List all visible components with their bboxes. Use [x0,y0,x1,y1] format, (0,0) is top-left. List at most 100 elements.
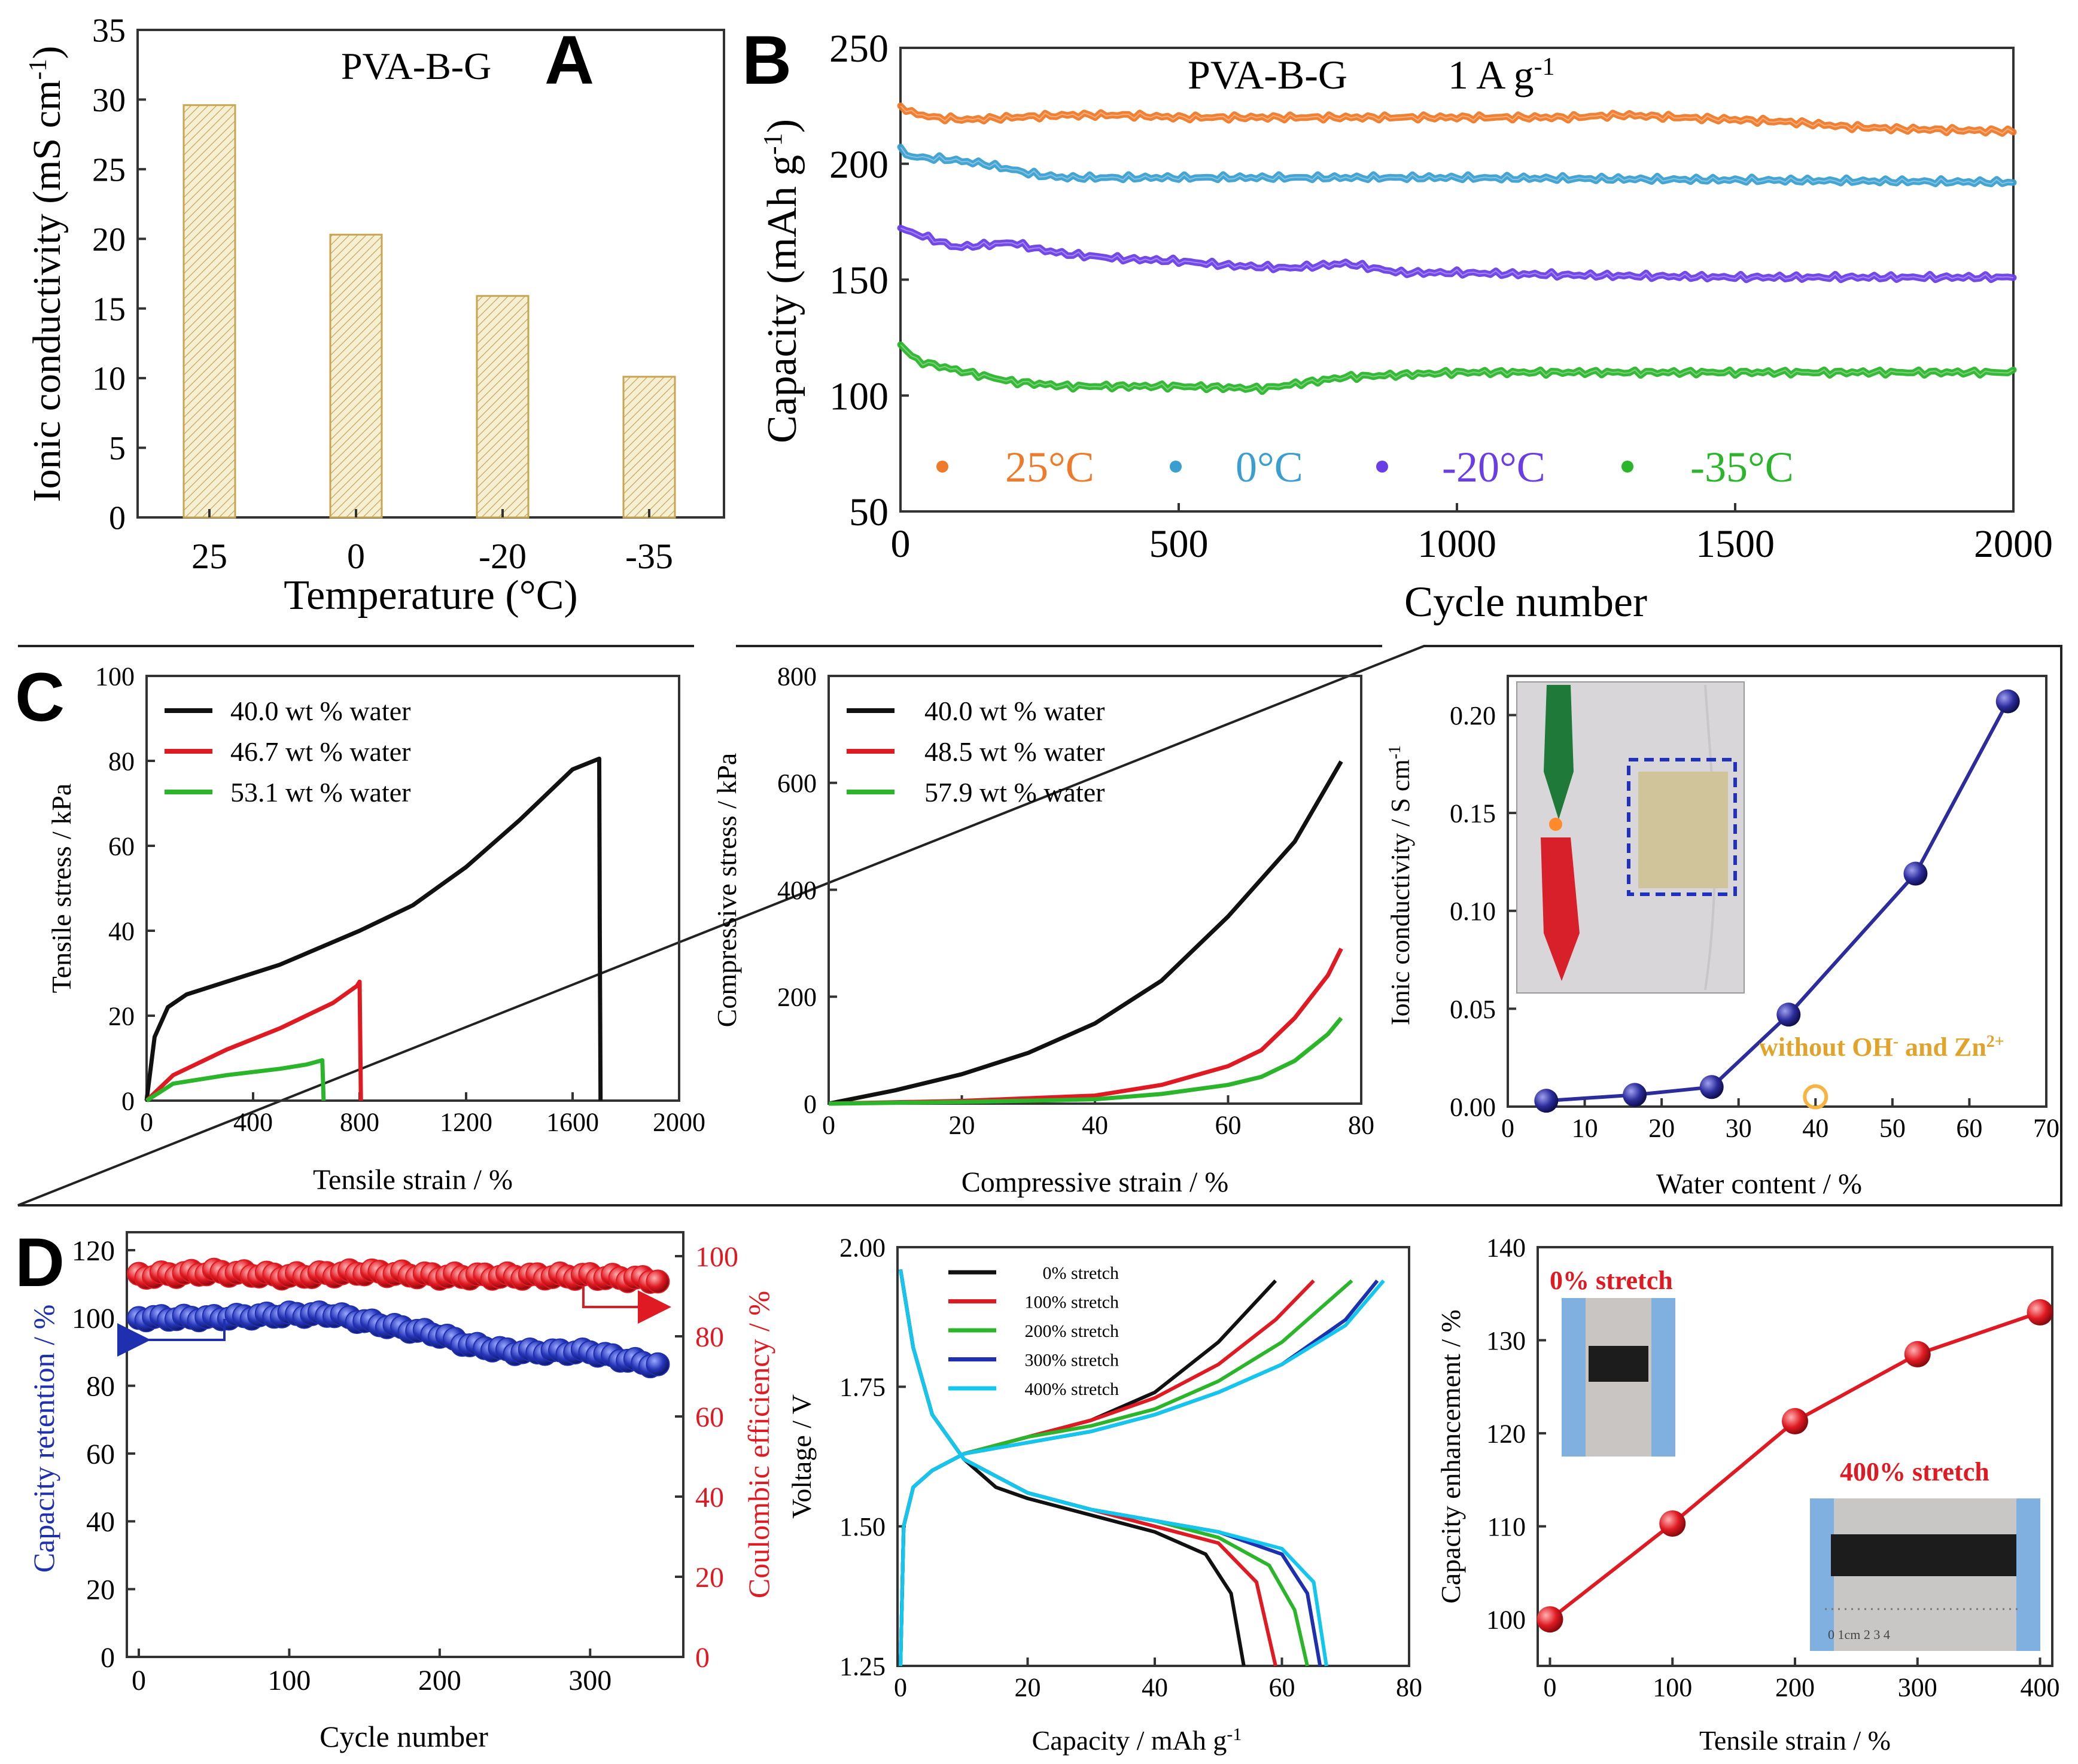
chart-d1-y-tick-label: 0 [101,1642,115,1674]
chart-c3-point [1776,1003,1801,1027]
chart-b-series-2 [897,224,2017,284]
chart-d3-y-tick-label: 100 [1486,1605,1526,1635]
chart-c1-y-tick-label: 40 [108,916,135,946]
chart-c2-line-2 [828,1016,1343,1106]
chart-a-y-tick-label: 25 [92,151,126,188]
chart-c3-y-tick-label: 0.00 [1450,1092,1496,1122]
chart-d1-x-tick-label: 300 [568,1665,611,1696]
chart-d3-capacity-enhancement: 100 110 120 130 140 0 100 200 300 400 0% stretch… [1435,1233,2060,1756]
chart-c2-y-tick-label: 800 [777,662,817,691]
chart-b-x-tick-label: 1500 [1696,522,1775,566]
chart-c1-x-tick-label: 2000 [653,1108,705,1137]
chart-d2-discharge-4 [899,1269,1328,1666]
chart-c2-line-0 [828,760,1343,1106]
chart-b-legend-marker [936,461,948,473]
chart-c3-point [1534,1089,1559,1113]
chart-c2-y-tick-label: 200 [777,983,817,1012]
chart-d1-y2-tick-label: 20 [695,1562,724,1594]
chart-a-bar-25 [182,104,236,519]
chart-b-x-tick-label: 0 [891,522,911,566]
chart-b-x-tick-label: 2000 [1974,522,2053,566]
chart-b-line [897,102,2017,137]
chart-a-y-label: Ionic conductivity (mS cm-1) [25,46,69,502]
hydrogel-highlight-box [1627,758,1737,896]
chart-c2-x-tick-label: 20 [949,1111,975,1140]
chart-c3-x-tick-label: 0 [1501,1114,1514,1143]
chart-d3-x-tick-label: 0 [1543,1673,1556,1702]
chart-a-x-tick-label: 0 [347,537,365,576]
chart-c1-y-tick-label: 20 [108,1001,135,1031]
chart-b-y-tick-label: 250 [829,27,889,71]
chart-a-plot-frame [136,29,725,519]
chart-d1-x-tick-label: 200 [418,1665,461,1696]
chart-d2-x-tick-label: 20 [1015,1673,1041,1702]
chart-c3-y-label: Ionic conductivity / S cm-1 [1386,745,1416,1025]
chart-c2-x-ticks: 0 20 40 60 80 [822,1095,1374,1140]
chart-d3-x-label: Tensile strain / % [1699,1725,1891,1756]
chart-b-legend-label: -35°C [1690,443,1794,491]
chart-b-x-label: Cycle number [1404,578,1647,626]
chart-b-y-tick-label: 50 [849,490,889,534]
chart-b-y-tick-label: 200 [829,143,889,187]
chart-c3-x-tick-label: 10 [1572,1114,1598,1143]
inset-ruler-text: 0 1cm 2 3 4 [1828,1627,1890,1642]
chart-d2-y-tick-label: 2.00 [839,1233,886,1262]
chart-a-bar--20 [476,295,530,519]
chart-d2-charge-2 [899,1279,1353,1666]
chart-c1-x-tick-label: 0 [140,1108,153,1137]
chart-b-y-ticks: 50 100 150 200 250 [829,27,909,534]
chart-a-y-label-sup: -1 [25,59,52,80]
chart-d3-point [2027,1299,2053,1326]
chart-d1-plot-frame [126,1231,684,1658]
chart-d1-y-tick-label: 40 [86,1506,115,1538]
chart-c1-legend: 40.0 wt % water 46.7 wt % water 53.1 wt % … [165,696,410,808]
chart-a-ionic-conductivity-bars: 0 5 10 15 20 25 30 35 25 0 -20 -35 PVA-B-G Tempera… [25,13,725,619]
chart-b-title-rate: 1 A g-1 [1448,52,1555,98]
chart-d3-x-ticks: 0 100 200 300 400 [1543,1658,2060,1702]
chart-b-line-highlight [900,147,2014,185]
chart-c3-plot-frame [1507,675,2047,1108]
chart-a-x-label: Temperature (°C) [284,572,577,619]
chart-c3-open-point [1803,1084,1828,1110]
chart-c3-y-label-sup: -1 [1386,745,1404,759]
chart-c2-y-tick-label: 400 [777,876,817,905]
chart-c3-y-tick-label: 0.10 [1450,897,1496,926]
chart-c2-series [828,760,1343,1106]
chart-d3-y-tick-label: 140 [1486,1233,1526,1262]
chart-d1-y2-label: Coulombic efficiency / % [742,1291,775,1598]
chart-b-series-3 [897,341,2017,395]
chart-b-series-0 [897,102,2017,137]
chart-c3-x-tick-label: 30 [1726,1114,1752,1143]
chart-a-y-ticks: 0 5 10 15 20 25 30 35 [92,13,146,537]
chart-d3-x-tick-label: 400 [2021,1673,2060,1702]
chart-c3-x-ticks: 0 10 20 30 40 50 60 70 [1501,1098,2059,1143]
chart-c2-y-tick-label: 0 [804,1089,817,1119]
chart-c1-x-tick-label: 1200 [440,1108,492,1137]
chart-c3-line [1546,700,2010,1103]
chart-a-y-tick-label: 5 [109,430,126,467]
chart-c3-conductivity-vs-water: 0.00 0.05 0.10 0.15 0.20 0 10 20 30 40 50 60 70 wit… [1386,675,2059,1200]
chart-d2-y-tick-label: 1.75 [839,1373,886,1402]
chart-c1-line-2 [145,1058,326,1102]
chart-c2-legend-label: 48.5 wt % water [924,736,1105,767]
chart-c1-line-0 [144,756,603,1101]
green-clip-icon [1544,685,1574,819]
chart-d3-point [1782,1407,1808,1434]
chart-c1-x-tick-label: 400 [233,1108,273,1137]
chart-b-line-highlight [900,105,2014,135]
chart-c1-legend-label: 53.1 wt % water [230,777,410,808]
chart-d1-y-tick-label: 20 [86,1574,115,1605]
chart-d3-y-tick-label: 120 [1486,1419,1526,1449]
chart-d2-x-label: Capacity / mAh g-1 [1032,1725,1242,1756]
chart-d2-y-ticks: 1.25 1.50 1.75 2.00 [839,1233,906,1681]
chart-a-y-tick-label: 35 [92,13,126,50]
chart-b-legend-label: 0°C [1236,443,1303,491]
chart-c2-y-tick-label: 600 [777,769,817,798]
chart-c3-x-tick-label: 60 [1956,1114,1982,1143]
chart-d1-x-tick-label: 0 [132,1665,146,1696]
chart-d1-point-retention [646,1352,670,1376]
chart-b-line-highlight [900,344,2014,393]
chart-c1-x-tick-label: 800 [340,1108,379,1137]
chart-c2-y-ticks: 0 200 400 600 800 [777,662,837,1119]
